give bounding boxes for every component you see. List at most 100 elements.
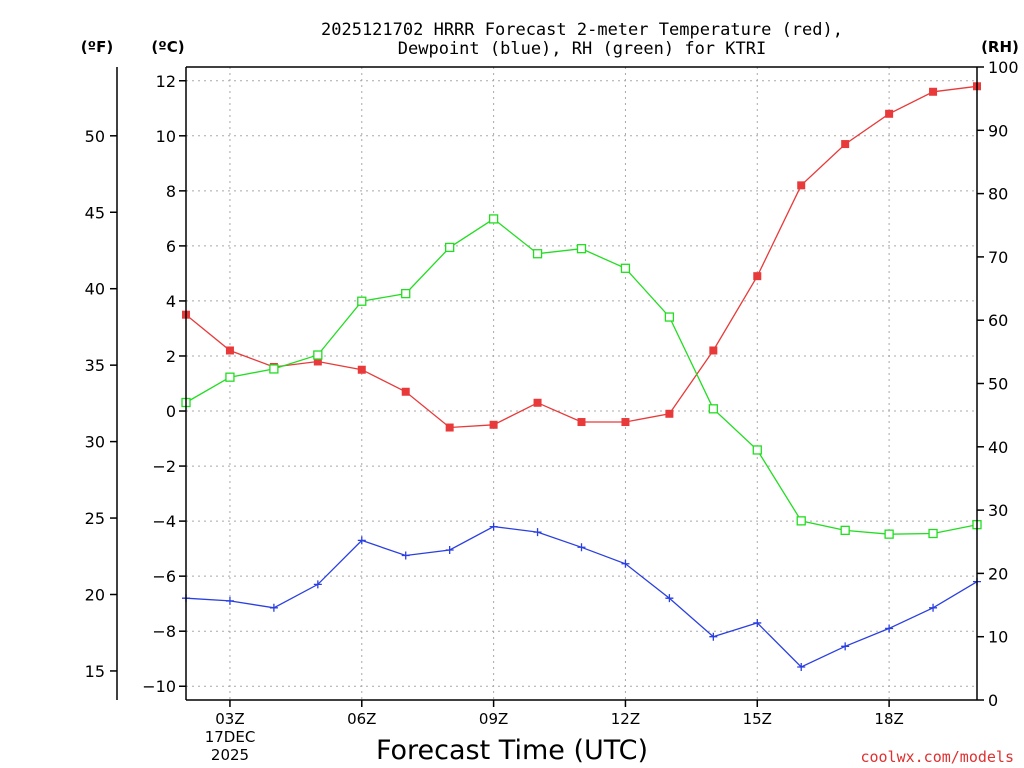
tick-label-rh: 90 [988, 121, 1008, 140]
tick-label-fahrenheit: 50 [85, 127, 105, 146]
data-point-rh [225, 372, 235, 382]
tick-label-x: 15Z [743, 710, 772, 728]
series-layer [181, 82, 982, 671]
axes-layer: −10 −8 −6 −4 −2 0 2 4 6 8 10 12 15 20 25 30 35 40 45 50 0 10 2… [85, 58, 1019, 728]
data-point-rh [796, 516, 806, 526]
data-point-rh [445, 242, 455, 253]
data-point-temperature-c [489, 420, 498, 429]
tick-label-celsius: 12 [156, 72, 176, 91]
data-point-rh [313, 350, 323, 360]
data-point-dewpoint-c [577, 543, 586, 552]
data-point-temperature-c [533, 398, 542, 407]
tick-label-celsius: 0 [166, 402, 176, 421]
data-point-temperature-c [665, 409, 674, 418]
unit-label-fahrenheit: (ºF) [81, 38, 113, 56]
data-point-temperature-c [445, 423, 454, 432]
tick-label-fahrenheit: 30 [85, 433, 105, 452]
data-point-temperature-c [225, 346, 234, 355]
tick-label-rh: 80 [988, 185, 1008, 204]
data-point-dewpoint-c [533, 528, 542, 537]
series-line-rh [185, 218, 978, 535]
data-point-temperature-c [357, 365, 366, 374]
tick-label-celsius: −4 [152, 512, 176, 531]
unit-label-rh: (RH) [981, 38, 1019, 56]
tick-label-fahrenheit: 20 [85, 586, 105, 605]
data-point-rh [752, 445, 762, 455]
tick-label-x: 09Z [479, 710, 508, 728]
data-point-rh [884, 529, 894, 539]
tick-label-celsius: −6 [152, 567, 176, 586]
tick-label-rh: 40 [988, 438, 1008, 457]
tick-label-celsius: 6 [166, 237, 176, 256]
data-point-rh [269, 364, 279, 374]
data-point-dewpoint-c [709, 632, 718, 641]
unit-label-celsius: (ºC) [151, 38, 184, 56]
chart-title-line2: Dewpoint (blue), RH (green) for KTRI [398, 39, 766, 59]
data-point-rh [620, 263, 631, 273]
tick-label-x: 12Z [611, 710, 640, 728]
data-point-dewpoint-c [313, 580, 322, 589]
data-point-temperature-c [621, 418, 630, 427]
data-point-dewpoint-c [885, 624, 894, 633]
data-point-dewpoint-c [489, 522, 498, 531]
data-point-dewpoint-c [841, 642, 850, 651]
tick-label-celsius: −8 [152, 622, 176, 641]
tick-label-x: 18Z [874, 710, 903, 728]
data-point-temperature-c [709, 346, 718, 355]
data-point-rh [401, 288, 411, 299]
data-point-dewpoint-c [665, 594, 674, 603]
tick-label-celsius: 4 [166, 292, 176, 311]
data-point-rh [488, 214, 499, 224]
tick-label-fahrenheit: 40 [85, 280, 105, 299]
x-axis-label: Forecast Time (UTC) [376, 735, 648, 766]
date-label-year: 2025 [211, 746, 249, 764]
credit-label: coolwx.com/models [860, 748, 1014, 766]
series-line-temperature-c [185, 85, 978, 429]
tick-label-celsius: −2 [152, 457, 176, 476]
tick-label-rh: 10 [988, 628, 1008, 647]
tick-label-x: 06Z [347, 710, 376, 728]
data-point-rh [576, 244, 587, 254]
data-point-temperature-c [797, 181, 806, 190]
grid-layer [186, 67, 977, 700]
tick-label-celsius: 2 [166, 347, 176, 366]
data-point-dewpoint-c [797, 662, 806, 671]
tick-label-rh: 60 [988, 311, 1008, 330]
data-point-rh [532, 249, 543, 259]
data-point-dewpoint-c [269, 603, 278, 612]
data-point-rh [928, 528, 938, 539]
data-point-dewpoint-c [401, 551, 410, 560]
data-point-temperature-c [401, 387, 410, 396]
tick-label-celsius: 8 [166, 182, 176, 201]
tick-label-fahrenheit: 15 [85, 662, 105, 681]
tick-label-fahrenheit: 25 [85, 509, 105, 528]
data-point-dewpoint-c [929, 603, 938, 612]
data-point-rh [664, 312, 675, 322]
data-point-temperature-c [313, 357, 322, 366]
data-point-temperature-c [753, 272, 762, 281]
data-point-dewpoint-c [753, 618, 762, 627]
tick-label-rh: 0 [988, 691, 998, 710]
tick-label-rh: 50 [988, 375, 1008, 394]
tick-label-fahrenheit: 35 [85, 356, 105, 375]
tick-label-fahrenheit: 45 [85, 203, 105, 222]
tick-label-rh: 20 [988, 564, 1008, 583]
tick-label-rh: 30 [988, 501, 1008, 520]
data-point-temperature-c [577, 418, 586, 427]
tick-label-x: 03Z [215, 710, 244, 728]
tick-label-celsius: −10 [142, 677, 176, 696]
tick-label-rh: 70 [988, 248, 1008, 267]
data-point-temperature-c [929, 87, 938, 96]
date-label-day: 17DEC [205, 728, 256, 746]
data-point-dewpoint-c [445, 546, 454, 555]
data-point-dewpoint-c [357, 536, 366, 545]
data-point-temperature-c [841, 140, 850, 149]
tick-label-rh: 100 [988, 58, 1019, 77]
data-point-rh [708, 404, 718, 414]
data-point-dewpoint-c [621, 559, 630, 568]
data-point-temperature-c [885, 109, 894, 118]
chart-title: 2025121702 HRRR Forecast 2-meter Tempera… [321, 20, 843, 40]
data-point-rh [840, 525, 850, 536]
tick-label-celsius: 10 [156, 127, 176, 146]
